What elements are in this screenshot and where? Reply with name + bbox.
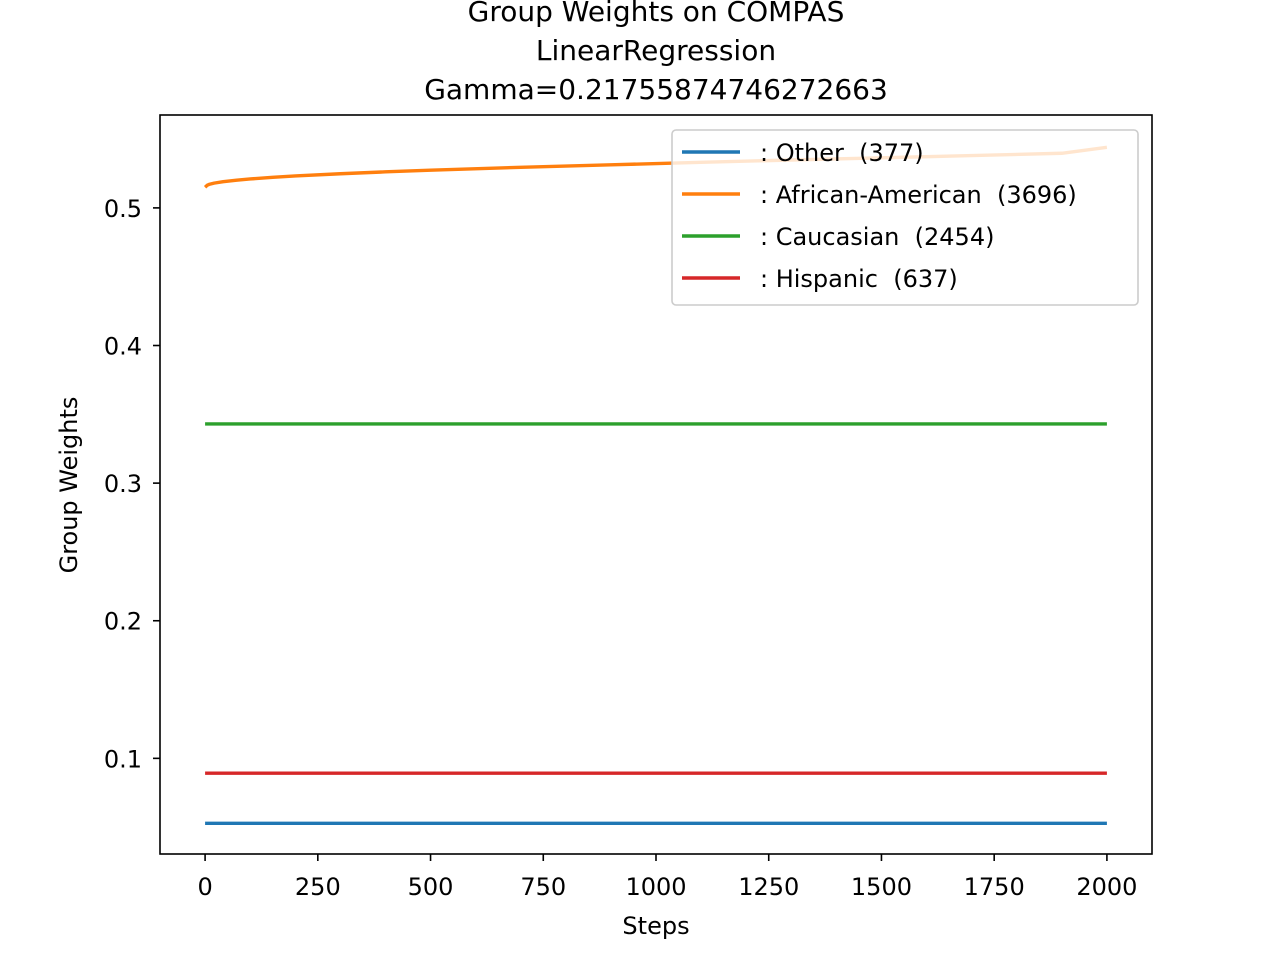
legend: : Other (377) : African-American (3696) : … bbox=[671, 129, 1139, 306]
chart-title-line-3: Gamma=0.21755874746272663 bbox=[424, 73, 888, 106]
x-tick-label: 500 bbox=[408, 873, 454, 901]
x-axis-label: Steps bbox=[622, 912, 689, 940]
y-tick-label: 0.3 bbox=[104, 470, 142, 498]
x-tick-label: 0 bbox=[197, 873, 212, 901]
x-tick-label: 1000 bbox=[625, 873, 686, 901]
legend-label: : Hispanic (637) bbox=[760, 265, 958, 293]
x-axis-ticks: 0 250 500 750 1000 1250 1500 1750 2000 bbox=[197, 854, 1137, 901]
y-axis-label: Group Weights bbox=[55, 397, 83, 574]
y-tick-label: 0.1 bbox=[104, 745, 142, 773]
x-tick-label: 750 bbox=[520, 873, 566, 901]
y-tick-label: 0.4 bbox=[104, 333, 142, 361]
x-tick-label: 1250 bbox=[738, 873, 799, 901]
y-tick-label: 0.2 bbox=[104, 608, 142, 636]
legend-label: : Caucasian (2454) bbox=[760, 223, 994, 251]
x-tick-label: 2000 bbox=[1076, 873, 1137, 901]
legend-label: : Other (377) bbox=[760, 139, 924, 167]
x-tick-label: 250 bbox=[295, 873, 341, 901]
chart-title-line-2: LinearRegression bbox=[536, 34, 776, 67]
legend-box bbox=[671, 129, 1139, 306]
y-tick-label: 0.5 bbox=[104, 195, 142, 223]
chart-title: Group Weights on COMPAS LinearRegression… bbox=[424, 0, 888, 106]
legend-label: : African-American (3696) bbox=[760, 181, 1077, 209]
y-axis-ticks: 0.1 0.2 0.3 0.4 0.5 bbox=[104, 195, 160, 773]
chart-title-line-1: Group Weights on COMPAS bbox=[468, 0, 845, 28]
x-tick-label: 1500 bbox=[851, 873, 912, 901]
x-tick-label: 1750 bbox=[964, 873, 1025, 901]
